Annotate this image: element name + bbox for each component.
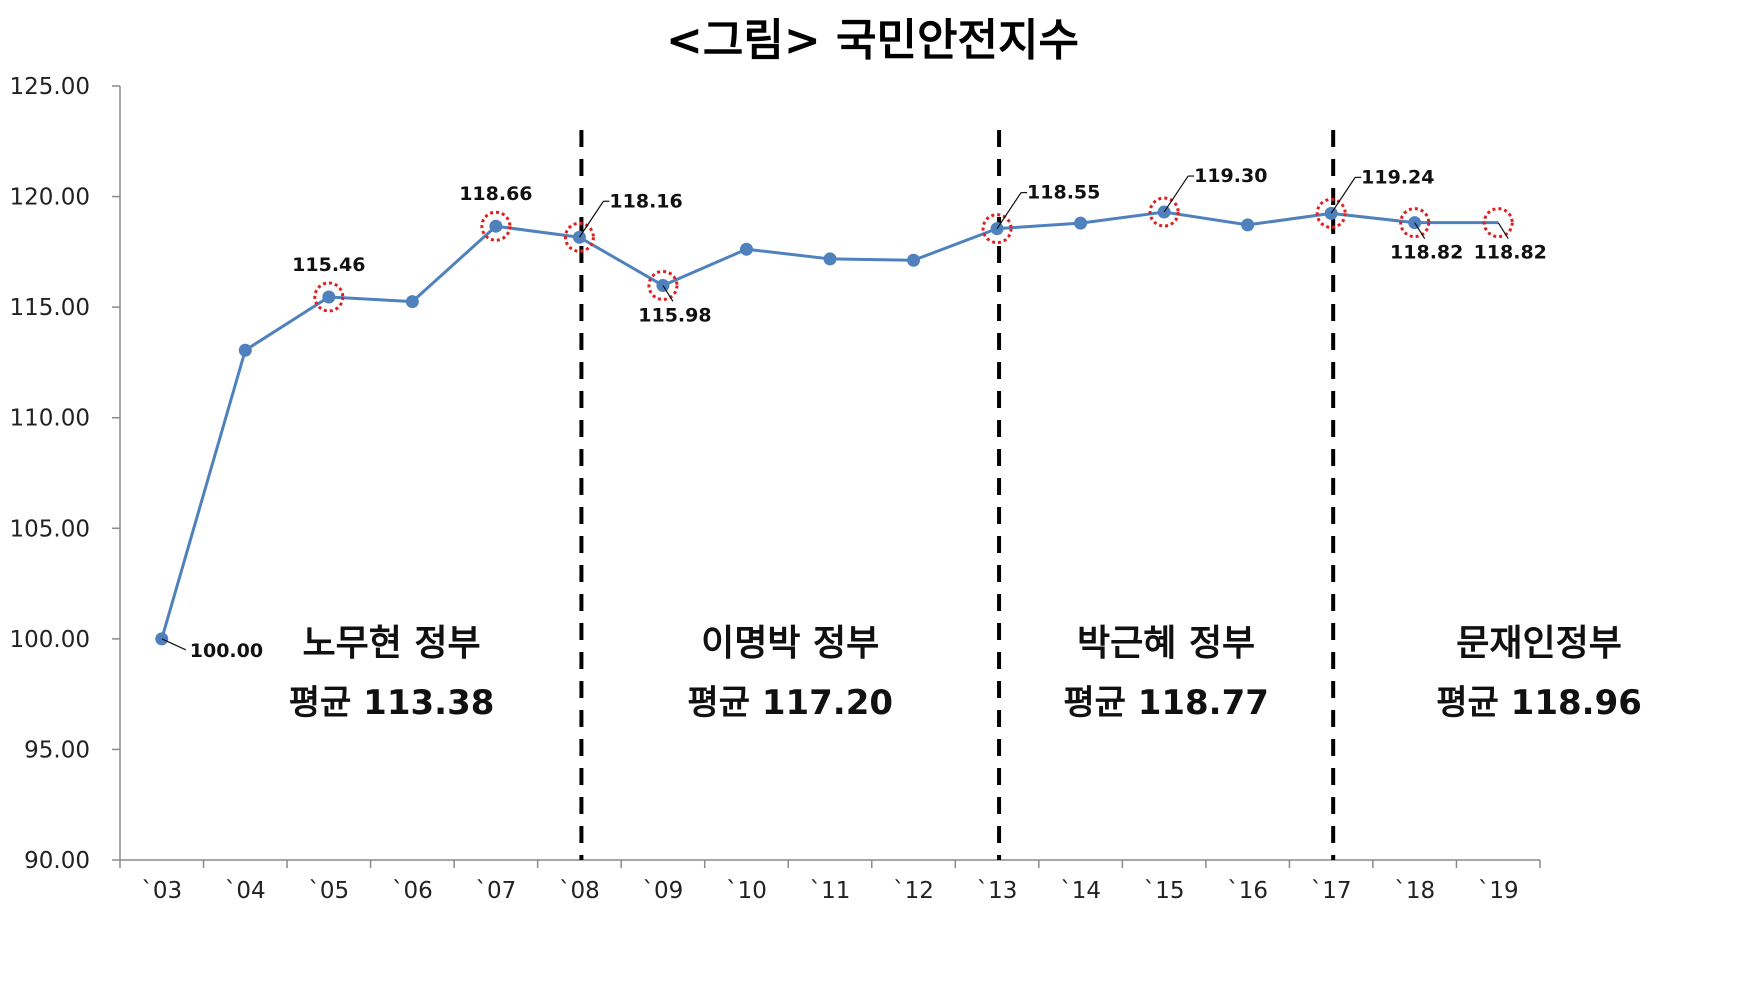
data-annotations: 100.00 115.46 118.66 118.16 115.98 118.55 119.… <box>161 165 1547 662</box>
annotation-leader <box>1163 175 1189 213</box>
data-point <box>1074 216 1088 230</box>
highlight-ring <box>1482 207 1514 239</box>
data-point <box>322 290 336 304</box>
data-point <box>238 343 252 357</box>
highlight-ring <box>480 210 512 242</box>
y-tick-label: 100.00 <box>10 627 90 653</box>
x-tick-label: `06 <box>392 878 433 904</box>
data-point <box>823 252 837 266</box>
data-label: 118.82 <box>1474 242 1547 264</box>
data-label: 118.82 <box>1390 242 1463 264</box>
x-tick-labels: `03 `04 `05 `06 `07 `08 `09 `10 `11 `12 `13 `14 `15 `… <box>119 860 1541 904</box>
highlight-ring <box>563 221 595 253</box>
data-point <box>1241 218 1255 232</box>
series-line-group <box>160 210 1499 640</box>
x-tick-label: `07 <box>475 878 516 904</box>
x-tick-label: `18 <box>1394 878 1435 904</box>
y-tick-label: 120.00 <box>10 185 90 211</box>
annotation-leader <box>1330 177 1356 214</box>
x-tick-label: `15 <box>1144 878 1185 904</box>
x-tick-label: `19 <box>1478 878 1519 904</box>
era-name-label: 노무현 정부 <box>303 623 481 664</box>
highlight-ring <box>1148 196 1180 228</box>
era-name-label: 이명박 정부 <box>701 623 879 664</box>
annotation-leader <box>996 192 1022 229</box>
y-tick-label: 125.00 <box>10 74 90 100</box>
x-tick-label: `05 <box>308 878 349 904</box>
data-label: 115.46 <box>292 254 365 276</box>
highlight-ring <box>981 213 1013 245</box>
data-label: 118.55 <box>1027 182 1100 204</box>
data-point <box>907 253 921 267</box>
x-tick-label: `11 <box>810 878 851 904</box>
x-tick-label: `14 <box>1060 878 1101 904</box>
x-tick-label: `09 <box>643 878 684 904</box>
axes <box>119 86 1540 861</box>
y-tick-labels: 90.00 95.00 100.00 105.00 110.00 115.00 120.00… <box>10 74 120 874</box>
data-label: 118.16 <box>609 190 682 212</box>
highlight-ring <box>313 281 345 313</box>
era-average-label: 평균 113.38 <box>289 683 495 723</box>
chart-title: <그림> 국민안전지수 <box>666 15 1079 66</box>
y-tick-label: 110.00 <box>10 406 90 432</box>
era-average-label: 평균 117.20 <box>687 683 893 723</box>
x-tick-label: `12 <box>893 878 934 904</box>
x-tick-label: `10 <box>726 878 767 904</box>
highlight-ring <box>1399 207 1431 239</box>
x-tick-label: `17 <box>1311 878 1352 904</box>
data-point <box>489 219 503 233</box>
annotation-leader <box>662 285 674 302</box>
data-label: 119.24 <box>1361 166 1434 188</box>
y-tick-label: 95.00 <box>24 737 90 763</box>
annotation-leader <box>161 638 187 651</box>
era-dividers <box>579 130 1336 860</box>
era-average-label: 평균 118.96 <box>1436 683 1642 723</box>
annotation-leader <box>1497 222 1509 239</box>
x-tick-label: `08 <box>559 878 600 904</box>
era-name-label: 박근혜 정부 <box>1077 623 1255 664</box>
data-point <box>405 295 419 309</box>
x-tick-label: `03 <box>141 878 182 904</box>
data-point <box>739 242 753 256</box>
annotation-leader <box>578 200 604 238</box>
annotation-leader <box>1414 222 1426 239</box>
y-tick-label: 105.00 <box>10 516 90 542</box>
highlight-ring <box>1315 197 1347 229</box>
x-tick-label: `16 <box>1227 878 1268 904</box>
data-label: 115.98 <box>638 304 711 326</box>
highlight-ring <box>647 269 679 301</box>
era-average-label: 평균 118.77 <box>1063 683 1269 723</box>
x-tick-label: `13 <box>977 878 1018 904</box>
data-points <box>155 196 1514 646</box>
data-label: 100.00 <box>190 640 263 662</box>
y-tick-label: 115.00 <box>10 295 90 321</box>
series-line <box>160 210 1499 640</box>
era-name-label: 문재인정부 <box>1456 623 1622 664</box>
data-label: 119.30 <box>1194 165 1267 187</box>
x-tick-label: `04 <box>225 878 266 904</box>
data-label: 118.66 <box>459 183 532 205</box>
y-tick-label: 90.00 <box>24 848 90 874</box>
